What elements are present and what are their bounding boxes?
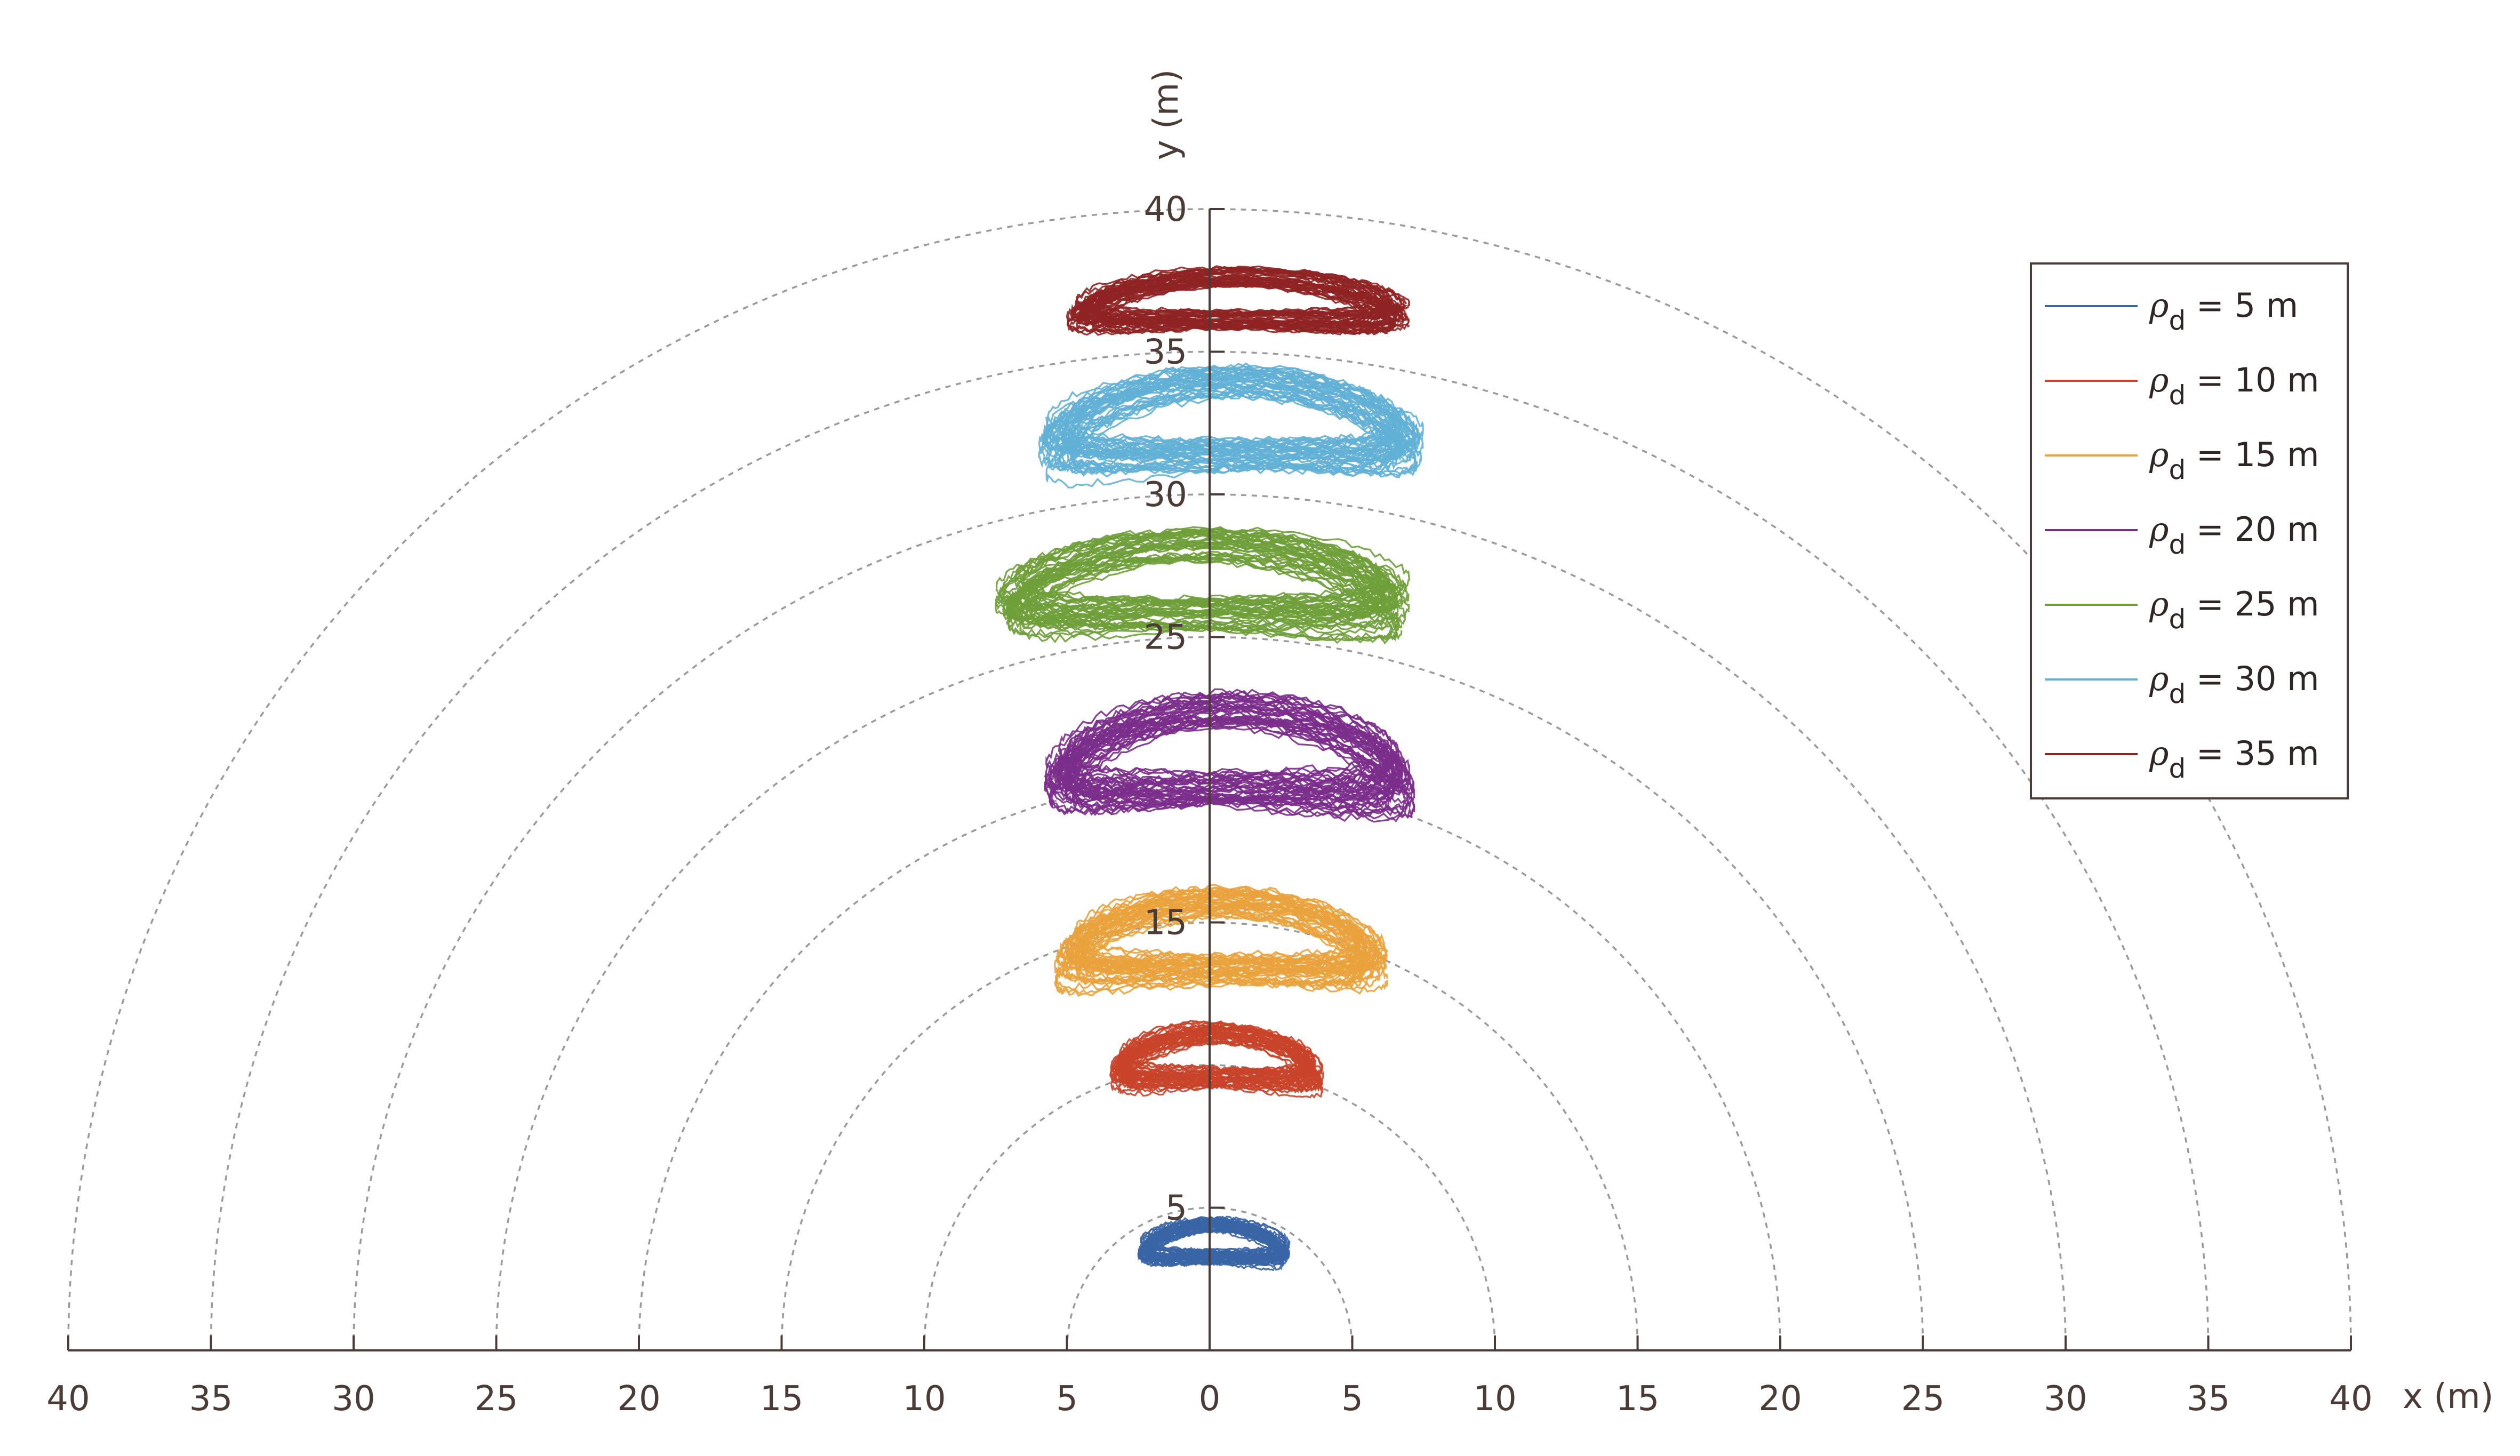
trajectory-line xyxy=(1047,380,1414,474)
trajectory-line xyxy=(1081,903,1362,987)
trajectory-line xyxy=(1038,374,1424,460)
x-tick-label: 15 xyxy=(760,1379,803,1419)
x-tick-label: 5 xyxy=(1056,1379,1078,1419)
axis-layer: x (m) y (m) 40 35 30 25 20 15 10 5 0 5 10 15 20 25 30 3… xyxy=(46,69,2493,1419)
trajectory-line xyxy=(1138,1223,1290,1261)
trajectory-line xyxy=(1075,266,1402,318)
series-6 xyxy=(1038,362,1424,489)
legend-item: ρd = 25 m xyxy=(2045,585,2319,635)
x-tick-label: 40 xyxy=(46,1379,90,1419)
trajectory-line xyxy=(1010,552,1395,630)
legend-item: ρd = 20 m xyxy=(2045,510,2319,560)
legend-label: ρd = 35 m xyxy=(2149,734,2319,784)
x-tick-label: 0 xyxy=(1199,1379,1221,1419)
legend-item: ρd = 35 m xyxy=(2045,734,2319,784)
trajectory-line xyxy=(1043,364,1419,450)
x-tick-label: 30 xyxy=(2044,1379,2087,1419)
legend-item: ρd = 5 m xyxy=(2045,286,2298,336)
trajectory-line xyxy=(1007,541,1398,621)
legend-item: ρd = 30 m xyxy=(2045,659,2319,709)
x-tick-label: 20 xyxy=(617,1379,660,1419)
trajectory-line xyxy=(1057,705,1403,800)
trajectory-line xyxy=(1077,269,1399,321)
series-1 xyxy=(1137,1215,1291,1271)
trajectory-line xyxy=(1058,691,1401,794)
x-tick-label: 25 xyxy=(475,1379,518,1419)
trajectory-line xyxy=(998,541,1406,630)
trajectory-line xyxy=(1061,886,1381,966)
trajectory-line xyxy=(1059,893,1383,972)
y-tick-label: 30 xyxy=(1144,475,1187,515)
trajectory-line xyxy=(1054,910,1388,995)
trajectory-line xyxy=(995,541,1410,623)
trajectory-line xyxy=(1019,529,1386,609)
trajectory-line xyxy=(1012,556,1393,644)
y-axis-label: y (m) xyxy=(1147,69,1186,161)
x-tick-label: 30 xyxy=(332,1379,375,1419)
trajectory-line xyxy=(1070,367,1391,456)
x-tick-label: 40 xyxy=(2329,1379,2372,1419)
trajectory-line xyxy=(1090,274,1387,324)
trajectory-line xyxy=(1066,267,1411,324)
trajectory-line xyxy=(1071,716,1388,816)
x-tick-label: 35 xyxy=(2187,1379,2230,1419)
series-2 xyxy=(1109,1020,1324,1099)
series-4 xyxy=(1044,688,1415,823)
legend-label: ρd = 10 m xyxy=(2149,361,2319,411)
trajectory-line xyxy=(1077,891,1365,968)
trajectory-line xyxy=(1005,557,1399,641)
trajectory-line xyxy=(1069,722,1390,819)
data-layer xyxy=(995,265,1424,1271)
trajectory-line xyxy=(1110,1038,1324,1099)
trajectory-line xyxy=(1045,366,1417,463)
trajectory-line xyxy=(1045,390,1417,489)
legend-label: ρd = 20 m xyxy=(2149,510,2319,560)
trajectory-line xyxy=(1143,1225,1284,1266)
series-7 xyxy=(1066,265,1411,336)
trajectory-line xyxy=(1118,1038,1316,1097)
x-axis-label: x (m) xyxy=(2403,1377,2494,1417)
legend-label: ρd = 5 m xyxy=(2149,286,2298,336)
x-tick-label: 10 xyxy=(902,1379,946,1419)
y-tick-label: 15 xyxy=(1144,903,1187,943)
x-tick-label: 15 xyxy=(1616,1379,1659,1419)
trajectory-line xyxy=(1058,390,1404,478)
trajectory-line xyxy=(1023,528,1382,611)
x-tick-label: 35 xyxy=(189,1379,233,1419)
trajectory-line xyxy=(1075,901,1367,978)
trajectory-line xyxy=(1120,1024,1313,1082)
legend: ρd = 5 m ρd = 10 m ρd = 15 m ρd = 20 m ρd = … xyxy=(2030,262,2349,799)
legend-label: ρd = 15 m xyxy=(2149,435,2319,485)
x-tick-label: 5 xyxy=(1341,1379,1363,1419)
trajectory-line xyxy=(1083,265,1393,317)
trajectory-line xyxy=(1140,1216,1288,1261)
legend-item: ρd = 15 m xyxy=(2045,435,2319,485)
y-tick-label: 40 xyxy=(1144,190,1187,229)
y-tick-label: 5 xyxy=(1165,1189,1187,1228)
trajectory-line xyxy=(1060,368,1402,452)
trajectory-line xyxy=(1044,383,1418,478)
legend-label: ρd = 25 m xyxy=(2149,585,2319,635)
legend-label: ρd = 30 m xyxy=(2149,659,2319,709)
trajectory-line xyxy=(995,527,1410,610)
trajectory-line xyxy=(1128,1030,1306,1081)
trajectory-line xyxy=(1030,551,1375,631)
x-tick-label: 25 xyxy=(1901,1379,1945,1419)
trajectory-line xyxy=(995,526,1410,621)
trajectory-line xyxy=(1046,373,1416,458)
y-tick-label: 25 xyxy=(1144,618,1187,658)
trajectory-line xyxy=(1119,1020,1315,1077)
legend-item: ρd = 10 m xyxy=(2045,361,2319,411)
trajectory-line xyxy=(1067,281,1410,333)
series-3 xyxy=(1054,884,1388,997)
x-tick-label: 10 xyxy=(1473,1379,1516,1419)
series-5 xyxy=(995,526,1410,645)
trajectory-line xyxy=(1085,282,1391,335)
x-tick-label: 20 xyxy=(1758,1379,1802,1419)
y-tick-label: 35 xyxy=(1144,333,1187,372)
